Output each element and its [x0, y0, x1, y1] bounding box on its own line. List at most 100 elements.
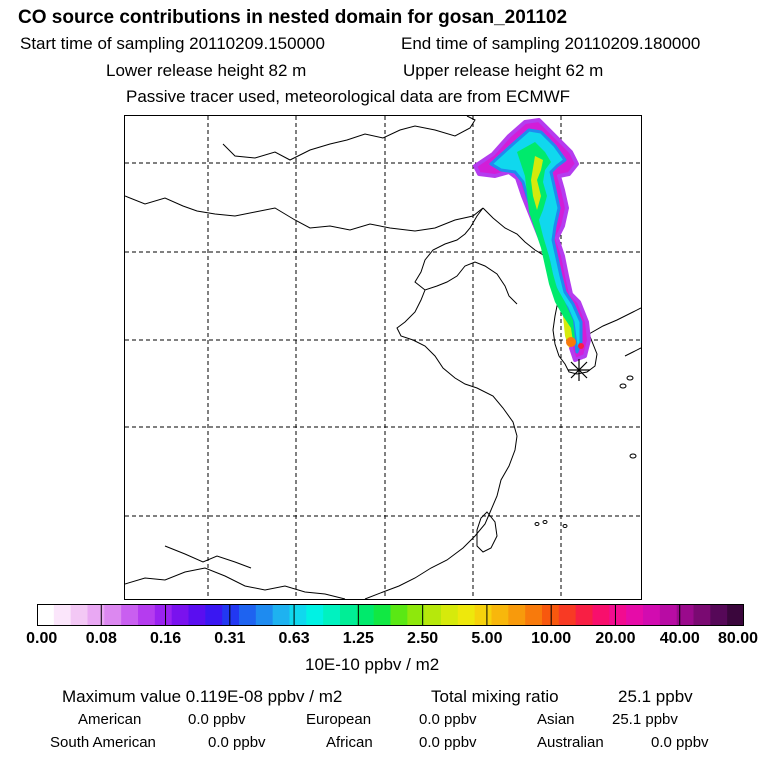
inner-border — [164, 545, 252, 569]
colorbar-tick-label: 10.00 — [531, 630, 572, 647]
colorbar — [36, 604, 745, 626]
colorbar-tick-label: 0.08 — [85, 630, 117, 647]
colorbar-swatch — [525, 604, 543, 626]
colorbar-swatch — [441, 604, 459, 626]
islet — [626, 375, 634, 381]
african-label: African — [326, 734, 373, 751]
total-mixing-label: Total mixing ratio — [431, 687, 559, 706]
colorbar-swatch — [424, 604, 442, 626]
colorbar-swatch — [659, 604, 678, 626]
colorbar-swatches — [36, 604, 745, 626]
southwest-border — [125, 567, 346, 599]
plume-inner-layer — [517, 142, 575, 346]
end-time-label: End time of sampling 20110209.180000 — [401, 34, 701, 53]
shandong-coast — [396, 289, 518, 437]
american-value: 0.0 ppbv — [188, 711, 246, 728]
mongolia-border — [125, 195, 484, 232]
co-plume — [473, 118, 591, 362]
tracer-note: Passive tracer used, meteorological data… — [126, 87, 571, 106]
colorbar-swatch — [626, 604, 644, 626]
colorbar-swatch — [239, 604, 257, 626]
islet — [542, 520, 548, 524]
colorbar-tick-label: 2.50 — [407, 630, 439, 647]
colorbar-swatch — [188, 604, 206, 626]
colorbar-swatch — [306, 604, 324, 626]
islet — [562, 524, 568, 528]
upper-release-label: Upper release height 62 m — [403, 61, 604, 80]
colorbar-swatch — [356, 604, 375, 626]
colorbar-swatch — [272, 604, 290, 626]
colorbar-tick-label: 20.00 — [595, 630, 636, 647]
colorbar-tick-label: 1.25 — [342, 630, 374, 647]
colorbar-swatch — [222, 604, 240, 626]
african-value: 0.0 ppbv — [419, 734, 477, 751]
colorbar-swatch — [255, 604, 274, 626]
plume-core-layer — [531, 156, 573, 348]
colorbar-swatch — [340, 604, 358, 626]
colorbar-swatch — [407, 604, 425, 626]
european-value: 0.0 ppbv — [419, 711, 477, 728]
max-value-label: Maximum value 0.119E-08 ppbv / m2 — [62, 687, 343, 706]
colorbar-border — [37, 604, 744, 626]
plume-hotspot — [578, 343, 584, 349]
plume-hotspot — [566, 337, 576, 347]
colorbar-swatch — [37, 604, 55, 626]
colorbar-swatch — [87, 604, 105, 626]
colorbar-swatch — [710, 604, 728, 626]
american-label: American — [78, 711, 142, 728]
asian-value: 25.1 ppbv — [612, 711, 678, 728]
colorbar-swatch — [121, 604, 139, 626]
japan-coast — [588, 307, 641, 335]
colorbar-swatch — [457, 604, 476, 626]
colorbar-swatch — [70, 604, 88, 626]
islet — [629, 453, 637, 459]
islet — [534, 522, 540, 526]
australian-value: 0.0 ppbv — [651, 734, 709, 751]
colorbar-swatch — [53, 604, 72, 626]
southeast-coast — [364, 435, 518, 599]
colorbar-swatch — [727, 604, 745, 626]
colorbar-unit: 10E-10 ppbv / m2 — [305, 655, 440, 674]
colorbar-tick-label: 80.00 — [717, 630, 759, 647]
colorbar-swatch — [542, 604, 560, 626]
colorbar-swatch — [323, 604, 341, 626]
colorbar-swatch — [643, 604, 661, 626]
colorbar-swatch — [491, 604, 509, 626]
taiwan-island — [476, 511, 498, 553]
colorbar-swatch — [138, 604, 156, 626]
colorbar-tick-label: 0.16 — [149, 630, 182, 647]
colorbar-swatch — [592, 604, 610, 626]
colorbar-tick-label: 0.63 — [278, 630, 310, 647]
bohai-coast — [414, 207, 518, 305]
asian-label: Asian — [537, 711, 575, 728]
colorbar-tick-label: 5.00 — [471, 630, 503, 647]
colorbar-tick-label: 0.00 — [26, 630, 58, 647]
map-canvas — [125, 116, 641, 599]
colorbar-swatch — [205, 604, 223, 626]
colorbar-swatch — [154, 604, 173, 626]
colorbar-swatch — [676, 604, 694, 626]
islet — [619, 383, 627, 389]
colorbar-swatch — [609, 604, 627, 626]
total-mixing-value: 25.1 ppbv — [618, 687, 693, 706]
european-label: European — [306, 711, 372, 728]
australian-label: Australian — [537, 734, 604, 751]
colorbar-tick-label: 40.00 — [659, 630, 700, 647]
south-american-value: 0.0 ppbv — [208, 734, 266, 751]
asterisk-icon — [568, 359, 590, 381]
colorbar-swatch — [474, 604, 492, 626]
colorbar-swatch — [390, 604, 408, 626]
colorbar-swatch — [575, 604, 593, 626]
plot-title: CO source contributions in nested domain… — [18, 7, 568, 28]
south-american-label: South American — [50, 734, 156, 751]
colorbar-swatch — [693, 604, 711, 626]
lower-release-label: Lower release height 82 m — [106, 61, 307, 80]
colorbar-swatch — [373, 604, 391, 626]
colorbar-tick-label: 0.31 — [214, 630, 246, 647]
colorbar-swatch — [289, 604, 307, 626]
colorbar-swatch — [171, 604, 189, 626]
map-panel — [124, 115, 642, 600]
colorbar-swatch — [508, 604, 526, 626]
colorbar-swatch — [104, 604, 122, 626]
north-border — [222, 116, 476, 161]
